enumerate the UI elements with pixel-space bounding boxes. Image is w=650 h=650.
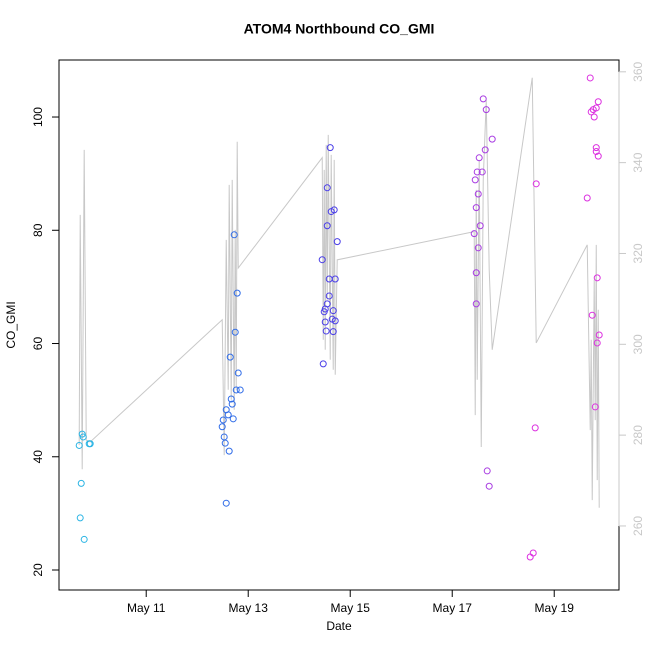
x-tick-label: May 15 (331, 601, 371, 615)
point (591, 403, 599, 411)
y2-tick-label: 340 (631, 152, 645, 172)
point (488, 135, 496, 143)
point (583, 194, 591, 202)
point (323, 184, 331, 192)
point (474, 244, 482, 252)
point (333, 238, 341, 246)
point (476, 222, 484, 230)
chart-title: ATOM4 Northbound CO_GMI (244, 21, 435, 37)
plot-box (58, 59, 620, 591)
point (233, 289, 241, 297)
point (481, 146, 489, 154)
point (226, 353, 234, 361)
point (76, 514, 84, 522)
point (593, 339, 601, 347)
point (473, 168, 481, 176)
point (482, 106, 490, 114)
point (318, 256, 326, 264)
point (227, 395, 235, 403)
point (322, 327, 330, 335)
point (483, 467, 491, 475)
point (593, 274, 601, 282)
point (221, 439, 229, 447)
point (230, 231, 238, 239)
y2-tick-label: 280 (631, 425, 645, 445)
y2-tick-label: 260 (631, 516, 645, 536)
x-tick-label: May 13 (229, 601, 269, 615)
point (323, 300, 331, 308)
x-tick-label: May 11 (127, 601, 166, 615)
y-tick-label: 40 (31, 450, 45, 464)
point (218, 423, 226, 431)
point (236, 386, 244, 394)
point (325, 292, 333, 300)
point (75, 441, 83, 449)
point (329, 328, 337, 336)
point (471, 176, 479, 184)
point (232, 386, 240, 394)
point (222, 499, 230, 507)
point (330, 206, 338, 214)
point (532, 180, 540, 188)
point (475, 154, 483, 162)
point (231, 328, 239, 336)
point (229, 415, 237, 423)
point (219, 416, 227, 424)
point (588, 311, 596, 319)
point (86, 440, 94, 448)
point (472, 300, 480, 308)
point (594, 152, 602, 160)
y-axis-label: CO_GMI (4, 301, 18, 348)
point (594, 98, 602, 106)
point (478, 168, 486, 176)
point (592, 144, 600, 152)
y2-tick-label: 320 (631, 243, 645, 263)
point (472, 204, 480, 212)
point (592, 148, 600, 156)
point (472, 269, 480, 277)
y2-tick-label: 360 (631, 61, 645, 81)
y-tick-label: 80 (31, 223, 45, 237)
point (529, 549, 537, 557)
point (77, 479, 85, 487)
point (479, 95, 487, 103)
point (224, 411, 232, 419)
x-tick-label: May 19 (535, 601, 575, 615)
x-axis-label: Date (326, 619, 352, 633)
point (321, 318, 329, 326)
x-tick-label: May 17 (433, 601, 473, 615)
point (331, 275, 339, 283)
point (79, 433, 87, 441)
point (526, 553, 534, 561)
point (470, 230, 478, 238)
point (587, 108, 595, 116)
point (595, 331, 603, 339)
point (586, 74, 594, 82)
point (485, 482, 493, 490)
y2-tick-label: 300 (631, 334, 645, 354)
point (331, 317, 339, 325)
point (225, 447, 233, 455)
point (592, 104, 600, 112)
point (474, 190, 482, 198)
point (228, 400, 236, 408)
point (531, 424, 539, 432)
point (319, 360, 327, 368)
line-series (78, 77, 600, 508)
point (323, 222, 331, 230)
y-tick-label: 60 (31, 337, 45, 351)
point (329, 307, 337, 315)
y-tick-label: 20 (31, 563, 45, 577)
y-tick-label: 100 (31, 107, 45, 127)
point (590, 113, 598, 121)
point (326, 144, 334, 152)
point (234, 369, 242, 377)
point (80, 535, 88, 543)
